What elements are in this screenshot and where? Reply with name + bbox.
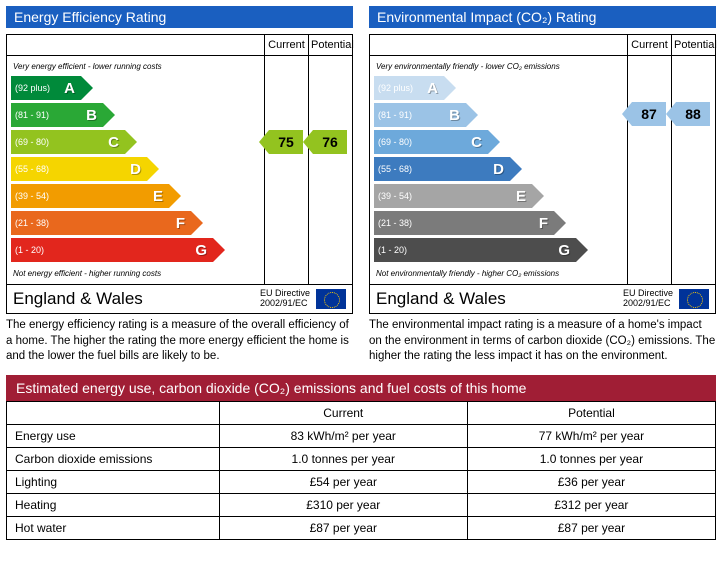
directive: EU Directive2002/91/EC — [623, 289, 673, 309]
band-F: (21 - 38)F — [374, 211, 554, 235]
directive: EU Directive2002/91/EC — [260, 289, 310, 309]
band-C: (69 - 80)C — [374, 130, 488, 154]
current-arrow: 87 — [632, 102, 666, 126]
energy-panel: Energy Efficiency Rating Current Potenti… — [6, 6, 353, 365]
potential-col: 88 — [671, 56, 715, 284]
table-row: Energy use83 kWh/m² per year77 kWh/m² pe… — [7, 424, 716, 447]
energy-bars: (92 plus)A (81 - 91)B (69 - 80)C (55 - 68)D… — [7, 73, 264, 267]
bot-note: Not energy efficient - higher running co… — [7, 267, 264, 280]
band-A: (92 plus)A — [374, 76, 444, 100]
region: England & Wales — [13, 289, 260, 309]
top-note: Very energy efficient - lower running co… — [7, 60, 264, 73]
table-row: Hot water£87 per year£87 per year — [7, 516, 716, 539]
potential-arrow: 88 — [676, 102, 710, 126]
band-G: (1 - 20)G — [374, 238, 576, 262]
bot-note: Not environmentally friendly - higher CO… — [370, 267, 627, 280]
energy-chart: Current Potential Very energy efficient … — [6, 34, 353, 314]
hdr-current: Current — [627, 35, 671, 56]
potential-arrow: 76 — [313, 130, 347, 154]
band-E: (39 - 54)E — [11, 184, 169, 208]
hdr-current: Current — [264, 35, 308, 56]
band-F: (21 - 38)F — [11, 211, 191, 235]
eu-flag-icon — [316, 289, 346, 309]
band-E: (39 - 54)E — [374, 184, 532, 208]
env-title: Environmental Impact (CO₂) Rating — [369, 6, 716, 28]
env-chart: Current Potential Very environmentally f… — [369, 34, 716, 314]
eu-flag-icon — [679, 289, 709, 309]
table-row: Carbon dioxide emissions1.0 tonnes per y… — [7, 447, 716, 470]
band-A: (92 plus)A — [11, 76, 81, 100]
env-panel: Environmental Impact (CO₂) Rating Curren… — [369, 6, 716, 365]
env-desc: The environmental impact rating is a mea… — [369, 318, 716, 365]
current-col: 87 — [627, 56, 671, 284]
table-row: Heating£310 per year£312 per year — [7, 493, 716, 516]
energy-title: Energy Efficiency Rating — [6, 6, 353, 28]
band-G: (1 - 20)G — [11, 238, 213, 262]
table-row: Lighting£54 per year£36 per year — [7, 470, 716, 493]
current-arrow: 75 — [269, 130, 303, 154]
band-D: (55 - 68)D — [374, 157, 510, 181]
env-bars: (92 plus)A (81 - 91)B (69 - 80)C (55 - 68)D… — [370, 73, 627, 267]
table-title: Estimated energy use, carbon dioxide (CO… — [6, 375, 716, 401]
hdr-potential: Potential — [308, 35, 352, 56]
rating-panels: Energy Efficiency Rating Current Potenti… — [6, 6, 716, 365]
th-potential: Potential — [467, 401, 715, 424]
hdr-potential: Potential — [671, 35, 715, 56]
th-current: Current — [219, 401, 467, 424]
potential-col: 76 — [308, 56, 352, 284]
band-B: (81 - 91)B — [374, 103, 466, 127]
energy-desc: The energy efficiency rating is a measur… — [6, 318, 353, 365]
top-note: Very environmentally friendly - lower CO… — [370, 60, 627, 73]
band-D: (55 - 68)D — [11, 157, 147, 181]
costs-table: Current Potential Energy use83 kWh/m² pe… — [6, 401, 716, 540]
band-C: (69 - 80)C — [11, 130, 125, 154]
band-B: (81 - 91)B — [11, 103, 103, 127]
region: England & Wales — [376, 289, 623, 309]
current-col: 75 — [264, 56, 308, 284]
